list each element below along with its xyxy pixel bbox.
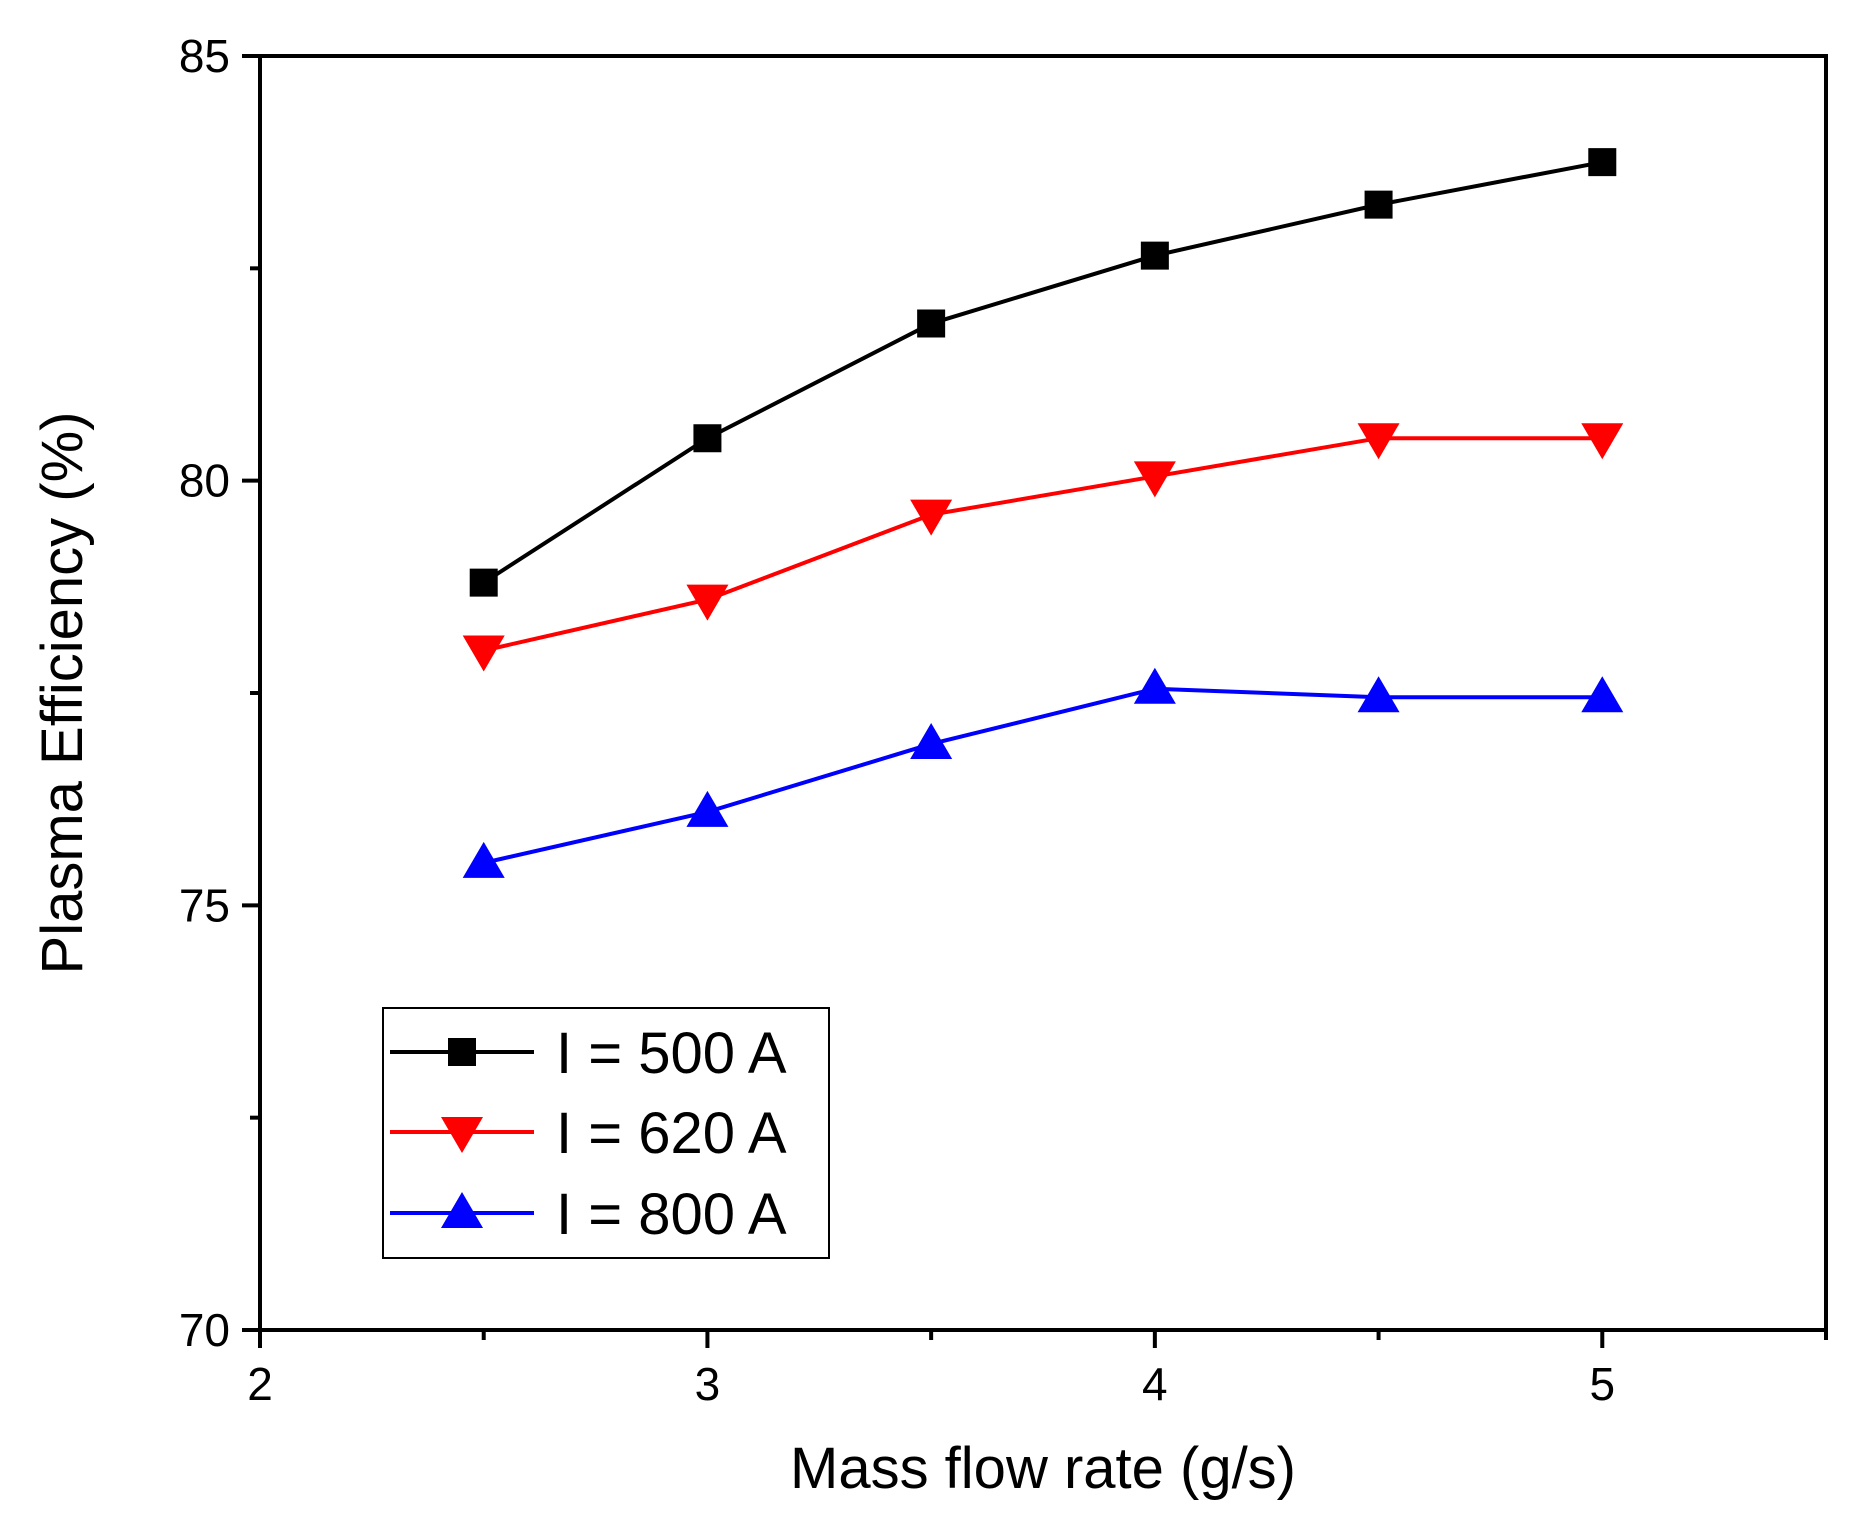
legend-entry-500a: I = 500 A	[390, 1021, 787, 1086]
series-line	[483, 686, 1603, 865]
legend: I = 500 A I = 620 A I = 800 A	[382, 1007, 830, 1259]
legend-entry-620a: I = 620 A	[390, 1101, 787, 1166]
y-axis-title: Plasma Efficiency (%)	[30, 412, 95, 975]
data-point	[1140, 241, 1169, 270]
series-line	[482, 160, 1603, 585]
data-point	[1357, 676, 1400, 713]
legend-label-620a: I = 620 A	[556, 1101, 787, 1166]
legend-label-800a: I = 800 A	[556, 1182, 787, 1247]
ticks-layer: 2 3 4 5 70 75 80 85	[179, 30, 1828, 1410]
data-point	[1588, 148, 1617, 177]
series-layer	[462, 148, 1624, 878]
data-point	[917, 309, 946, 338]
x-tick-label: 4	[1142, 1358, 1168, 1410]
y-tick-label: 85	[179, 30, 230, 82]
plot-frame	[258, 54, 1828, 1332]
data-point	[910, 722, 953, 759]
data-point	[1133, 667, 1176, 704]
x-axis-title: Mass flow rate (g/s)	[790, 1436, 1296, 1501]
y-tick-label: 75	[179, 879, 230, 931]
data-point	[693, 424, 722, 453]
data-point	[469, 568, 498, 597]
series-500a	[469, 148, 1617, 597]
series-line	[483, 436, 1603, 653]
data-point	[1581, 423, 1624, 460]
data-point	[1364, 190, 1393, 219]
data-point	[462, 635, 505, 672]
y-tick-label: 80	[179, 455, 230, 507]
x-tick-label: 5	[1589, 1358, 1615, 1410]
x-tick-label: 3	[695, 1358, 721, 1410]
data-point	[686, 790, 729, 827]
data-point	[910, 499, 953, 536]
y-tick-label: 70	[179, 1304, 230, 1356]
legend-marker-square	[448, 1038, 476, 1066]
data-point	[1357, 423, 1400, 460]
legend-label-500a: I = 500 A	[556, 1021, 787, 1086]
data-point	[1133, 461, 1176, 498]
series-800a	[462, 667, 1624, 878]
data-point	[1581, 676, 1624, 713]
data-point	[462, 841, 505, 878]
data-point	[686, 584, 729, 621]
series-620a	[462, 423, 1624, 672]
x-tick-label: 2	[247, 1358, 273, 1410]
legend-marker-triangle-down	[441, 1117, 483, 1153]
legend-marker-triangle-up	[441, 1192, 483, 1228]
legend-entry-800a: I = 800 A	[390, 1182, 787, 1247]
